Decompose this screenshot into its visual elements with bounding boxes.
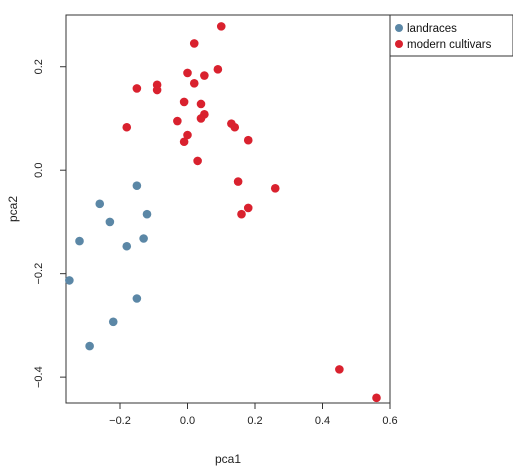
point-series-0 bbox=[105, 217, 115, 227]
y-tick-label: −0.2 bbox=[33, 263, 45, 285]
y-axis: −0.4 −0.2 0.0 0.2 bbox=[33, 59, 66, 388]
point-series-0 bbox=[132, 181, 142, 191]
point-series-1 bbox=[230, 122, 240, 132]
point-series-1 bbox=[335, 365, 344, 374]
point-series-1 bbox=[216, 22, 226, 31]
point-series-1 bbox=[122, 122, 132, 132]
point-series-1 bbox=[183, 68, 192, 78]
point-series-1 bbox=[270, 184, 280, 193]
point-series-1 bbox=[237, 209, 246, 219]
point-series-1 bbox=[189, 78, 199, 88]
legend-marker-1 bbox=[395, 40, 403, 48]
point-series-1 bbox=[183, 130, 192, 140]
point-series-0 bbox=[75, 236, 84, 246]
point-series-0 bbox=[132, 294, 142, 303]
point-series-1 bbox=[179, 97, 189, 107]
legend-label-0: landraces bbox=[407, 23, 457, 35]
x-tick-label: 0.4 bbox=[315, 415, 330, 427]
x-tick-label: 0.2 bbox=[247, 415, 262, 427]
x-tick-label: 0.0 bbox=[180, 415, 195, 427]
point-series-0 bbox=[85, 341, 94, 351]
legend-label-1: modern cultivars bbox=[407, 39, 492, 51]
point-series-0 bbox=[142, 209, 152, 219]
y-tick-label: −0.4 bbox=[33, 366, 45, 388]
point-series-1 bbox=[213, 65, 223, 74]
point-series-1 bbox=[233, 177, 243, 186]
point-series-1 bbox=[193, 156, 202, 166]
x-axis-title: pca1 bbox=[215, 452, 241, 466]
point-series-1 bbox=[173, 116, 182, 126]
y-tick-label: 0.0 bbox=[33, 163, 45, 178]
point-series-1 bbox=[132, 84, 142, 93]
x-tick-label: −0.2 bbox=[109, 415, 131, 427]
x-axis: −0.2 0.0 0.2 0.4 0.6 bbox=[109, 403, 398, 427]
point-series-0 bbox=[139, 234, 148, 243]
point-series-1 bbox=[243, 135, 253, 145]
data-points bbox=[65, 22, 381, 403]
point-series-0 bbox=[122, 241, 132, 251]
x-tick-label: 0.6 bbox=[382, 415, 397, 427]
legend-marker-0 bbox=[395, 24, 403, 32]
point-series-1 bbox=[152, 85, 162, 95]
point-series-1 bbox=[372, 393, 381, 403]
point-series-1 bbox=[189, 39, 199, 48]
y-tick-label: 0.2 bbox=[33, 59, 45, 74]
point-series-0 bbox=[65, 276, 74, 285]
point-series-0 bbox=[95, 199, 105, 209]
legend-box bbox=[389, 14, 513, 57]
point-series-1 bbox=[196, 114, 206, 123]
legend: landraces modern cultivars bbox=[389, 14, 513, 57]
point-series-1 bbox=[243, 203, 253, 213]
point-series-1 bbox=[200, 71, 209, 80]
point-series-1 bbox=[196, 99, 206, 109]
point-series-1 bbox=[179, 137, 189, 147]
plot-frame bbox=[65, 14, 391, 404]
y-axis-title: pca2 bbox=[6, 196, 20, 222]
point-series-0 bbox=[108, 317, 118, 327]
